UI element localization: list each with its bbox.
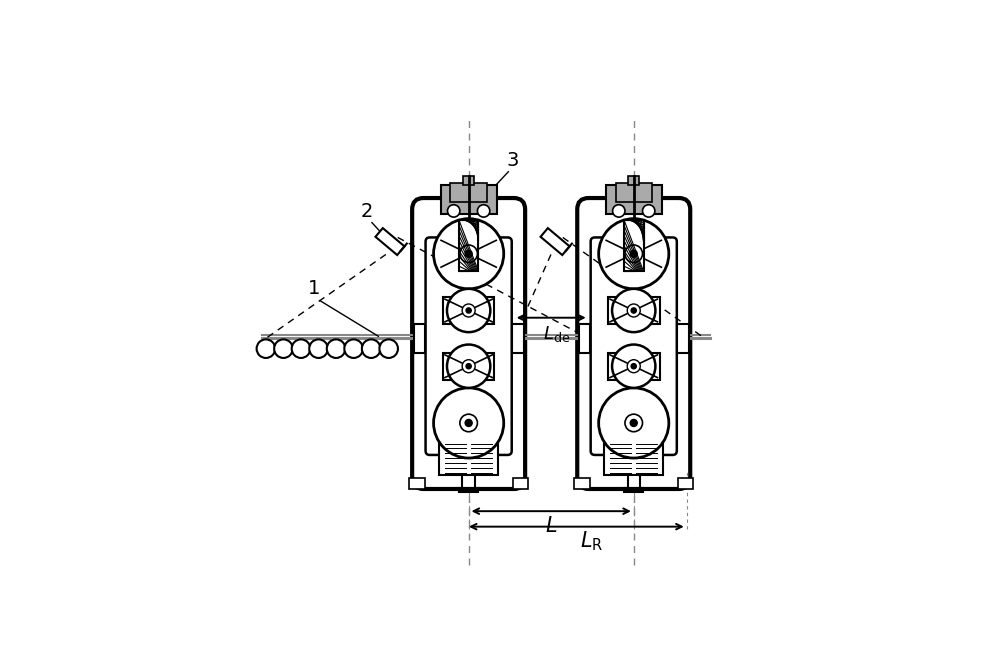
Bar xyxy=(604,239,663,269)
Bar xyxy=(678,478,693,489)
Bar xyxy=(606,185,662,214)
Bar xyxy=(439,239,498,269)
Text: $L_{\mathrm{R}}$: $L_{\mathrm{R}}$ xyxy=(580,529,603,553)
Circle shape xyxy=(625,245,643,263)
Bar xyxy=(414,324,425,352)
Bar xyxy=(628,176,639,185)
Circle shape xyxy=(613,205,625,217)
Text: 3: 3 xyxy=(506,151,519,170)
FancyBboxPatch shape xyxy=(412,198,525,489)
Bar xyxy=(459,488,478,492)
Circle shape xyxy=(630,250,637,257)
Circle shape xyxy=(379,340,398,358)
Circle shape xyxy=(630,419,637,427)
Bar xyxy=(608,297,660,324)
Bar xyxy=(513,478,528,489)
Bar xyxy=(677,324,689,352)
FancyBboxPatch shape xyxy=(426,237,512,455)
Circle shape xyxy=(466,308,471,313)
Bar xyxy=(439,442,498,475)
Circle shape xyxy=(344,340,363,358)
Bar xyxy=(624,488,643,492)
Circle shape xyxy=(477,205,490,217)
Bar xyxy=(579,324,590,352)
Circle shape xyxy=(465,419,472,427)
Bar xyxy=(512,324,524,352)
Circle shape xyxy=(447,205,460,217)
Circle shape xyxy=(447,344,490,388)
Text: 2: 2 xyxy=(361,202,373,221)
Circle shape xyxy=(447,289,490,332)
Bar xyxy=(574,478,590,489)
Bar xyxy=(441,185,497,214)
Polygon shape xyxy=(375,228,404,255)
Circle shape xyxy=(362,340,380,358)
Bar xyxy=(628,475,640,488)
Circle shape xyxy=(631,308,636,313)
Circle shape xyxy=(434,218,504,289)
Circle shape xyxy=(631,364,636,368)
Circle shape xyxy=(466,364,471,368)
Circle shape xyxy=(599,218,669,289)
Circle shape xyxy=(460,245,477,263)
Bar xyxy=(462,475,475,488)
Text: $L$: $L$ xyxy=(545,516,557,535)
Bar xyxy=(463,176,474,185)
Circle shape xyxy=(465,250,472,257)
FancyBboxPatch shape xyxy=(577,198,690,489)
Bar xyxy=(409,478,425,489)
Bar xyxy=(459,220,478,271)
Circle shape xyxy=(599,388,669,458)
Bar xyxy=(616,184,652,202)
FancyBboxPatch shape xyxy=(591,237,677,455)
Circle shape xyxy=(434,388,504,458)
Circle shape xyxy=(462,304,475,317)
Bar xyxy=(443,297,494,324)
Bar xyxy=(604,442,663,475)
Circle shape xyxy=(627,360,640,373)
Circle shape xyxy=(625,414,643,431)
Bar xyxy=(608,353,660,380)
Bar xyxy=(443,353,494,380)
Circle shape xyxy=(257,340,275,358)
Circle shape xyxy=(612,344,655,388)
Polygon shape xyxy=(541,228,570,255)
Circle shape xyxy=(462,360,475,373)
Circle shape xyxy=(612,289,655,332)
Circle shape xyxy=(627,304,640,317)
Text: 1: 1 xyxy=(308,279,320,299)
Circle shape xyxy=(460,414,477,431)
Bar xyxy=(624,220,644,271)
Bar xyxy=(450,184,487,202)
Circle shape xyxy=(309,340,328,358)
Circle shape xyxy=(327,340,345,358)
Circle shape xyxy=(292,340,310,358)
Circle shape xyxy=(643,205,655,217)
Circle shape xyxy=(274,340,293,358)
Text: $L_{\mathrm{de}}$: $L_{\mathrm{de}}$ xyxy=(543,324,570,344)
